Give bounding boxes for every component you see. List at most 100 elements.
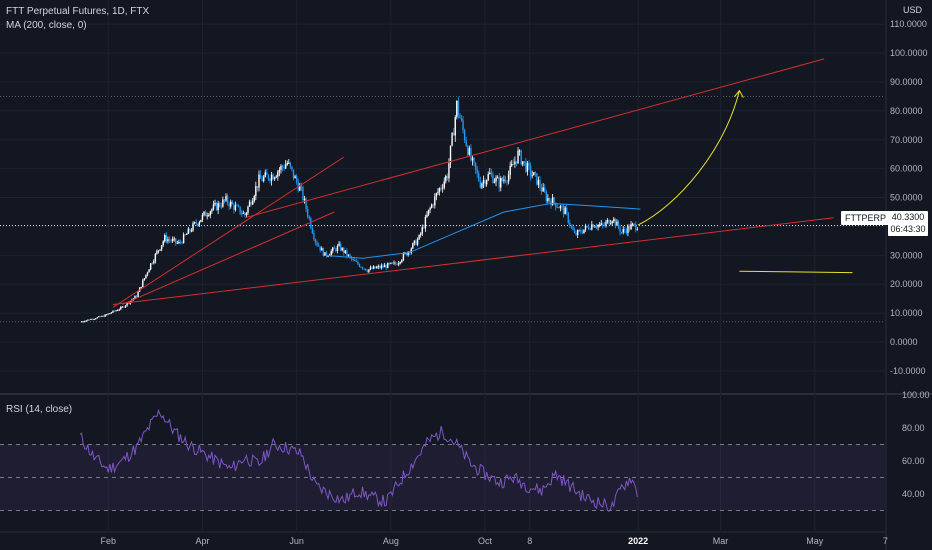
candle-body bbox=[230, 201, 232, 207]
candle-body bbox=[132, 298, 135, 300]
rsi-line bbox=[79, 408, 638, 512]
candle-body bbox=[492, 174, 494, 183]
candle-body bbox=[603, 225, 606, 227]
price-tick-label: 90.0000 bbox=[890, 77, 923, 87]
candle-body bbox=[555, 202, 557, 208]
candle-body bbox=[126, 302, 128, 306]
candle-body bbox=[448, 163, 450, 179]
trend-line bbox=[244, 58, 825, 219]
candle-body bbox=[338, 243, 340, 246]
candle-body bbox=[427, 209, 430, 215]
candle-body bbox=[478, 173, 480, 181]
candle-body bbox=[559, 205, 562, 209]
candle-body bbox=[410, 248, 412, 253]
candle-body bbox=[379, 266, 381, 268]
candle-body bbox=[575, 233, 577, 236]
candle-body bbox=[295, 176, 298, 183]
candle-body bbox=[520, 150, 522, 165]
candle-body bbox=[489, 172, 491, 175]
candle-body bbox=[441, 187, 444, 189]
candle-body bbox=[314, 239, 317, 243]
candle-body bbox=[432, 204, 434, 206]
candle-body bbox=[112, 310, 114, 313]
candle-body bbox=[465, 140, 467, 147]
candle-body bbox=[250, 201, 252, 205]
candle-body bbox=[531, 175, 533, 177]
candle-body bbox=[115, 310, 117, 312]
ma-legend[interactable]: MA (200, close, 0) bbox=[6, 20, 87, 31]
candle-body bbox=[368, 269, 370, 272]
chart-title[interactable]: FTT Perpetual Futures, 1D, FTX bbox=[6, 6, 150, 17]
candle-body bbox=[142, 280, 144, 287]
time-tick-label: 8 bbox=[527, 536, 532, 546]
candle-body bbox=[526, 162, 529, 172]
candle-body bbox=[236, 205, 238, 207]
candle-body bbox=[203, 211, 205, 215]
time-tick-label: Oct bbox=[478, 536, 493, 546]
candle-body bbox=[269, 179, 271, 181]
candle-body bbox=[484, 180, 486, 185]
candle-body bbox=[487, 174, 489, 181]
candle-body bbox=[630, 224, 632, 230]
candle-body bbox=[591, 224, 593, 230]
candle-body bbox=[459, 114, 461, 119]
candle-body bbox=[91, 318, 94, 320]
candle-body bbox=[452, 133, 455, 136]
price-tick-label: 100.0000 bbox=[890, 48, 928, 58]
candle-body bbox=[391, 262, 394, 264]
candle-body bbox=[413, 240, 416, 244]
candle-body bbox=[467, 146, 469, 155]
candle-body bbox=[341, 247, 343, 251]
candle-body bbox=[440, 188, 442, 190]
candle-body bbox=[350, 256, 353, 260]
candle-body bbox=[201, 214, 204, 220]
candle-body bbox=[164, 235, 166, 242]
candle-body bbox=[189, 228, 191, 232]
candle-body bbox=[264, 172, 266, 177]
candle-body bbox=[569, 222, 571, 226]
candle-body bbox=[325, 252, 328, 257]
candle-body bbox=[226, 195, 229, 204]
currency-label[interactable]: USD bbox=[900, 5, 924, 15]
rsi-tick-label: 40.00 bbox=[902, 489, 925, 499]
candle-body bbox=[313, 233, 315, 240]
candle-body bbox=[424, 217, 427, 229]
candle-body bbox=[600, 223, 602, 225]
candle-body bbox=[281, 165, 284, 168]
candle-body bbox=[592, 224, 595, 227]
candle-body bbox=[231, 201, 233, 205]
candle-body bbox=[421, 227, 423, 234]
candle-body bbox=[121, 306, 124, 308]
rsi-legend[interactable]: RSI (14, close) bbox=[6, 404, 73, 415]
candle-body bbox=[617, 221, 620, 228]
candle-body bbox=[284, 164, 287, 169]
candle-body bbox=[374, 266, 376, 269]
price-tick-label: 70.0000 bbox=[890, 135, 923, 145]
candle-body bbox=[496, 177, 499, 179]
candle-body bbox=[620, 232, 623, 234]
candle-body bbox=[118, 309, 120, 311]
candle-body bbox=[193, 222, 196, 224]
candle-body bbox=[170, 240, 172, 242]
candle-body bbox=[611, 221, 613, 224]
candle-body bbox=[529, 165, 532, 176]
rsi-tick-label: 80.00 bbox=[902, 423, 925, 433]
candle-body bbox=[564, 207, 566, 215]
candle-body bbox=[402, 253, 405, 260]
candle-body bbox=[120, 306, 122, 310]
candle-body bbox=[583, 229, 585, 234]
candle-body bbox=[495, 177, 497, 182]
candle-body bbox=[589, 229, 591, 231]
candle-body bbox=[586, 225, 588, 227]
candle-body bbox=[382, 265, 384, 268]
last-price-tag: 40.3300 06:43:30 bbox=[888, 211, 928, 236]
candle-body bbox=[570, 225, 573, 227]
candle-body bbox=[87, 319, 89, 321]
candle-body bbox=[462, 120, 464, 131]
candle-body bbox=[223, 199, 226, 201]
candle-body bbox=[405, 252, 408, 256]
price-tick-label: 0.0000 bbox=[890, 337, 918, 347]
candle-body bbox=[515, 161, 518, 164]
candle-body bbox=[512, 163, 515, 165]
